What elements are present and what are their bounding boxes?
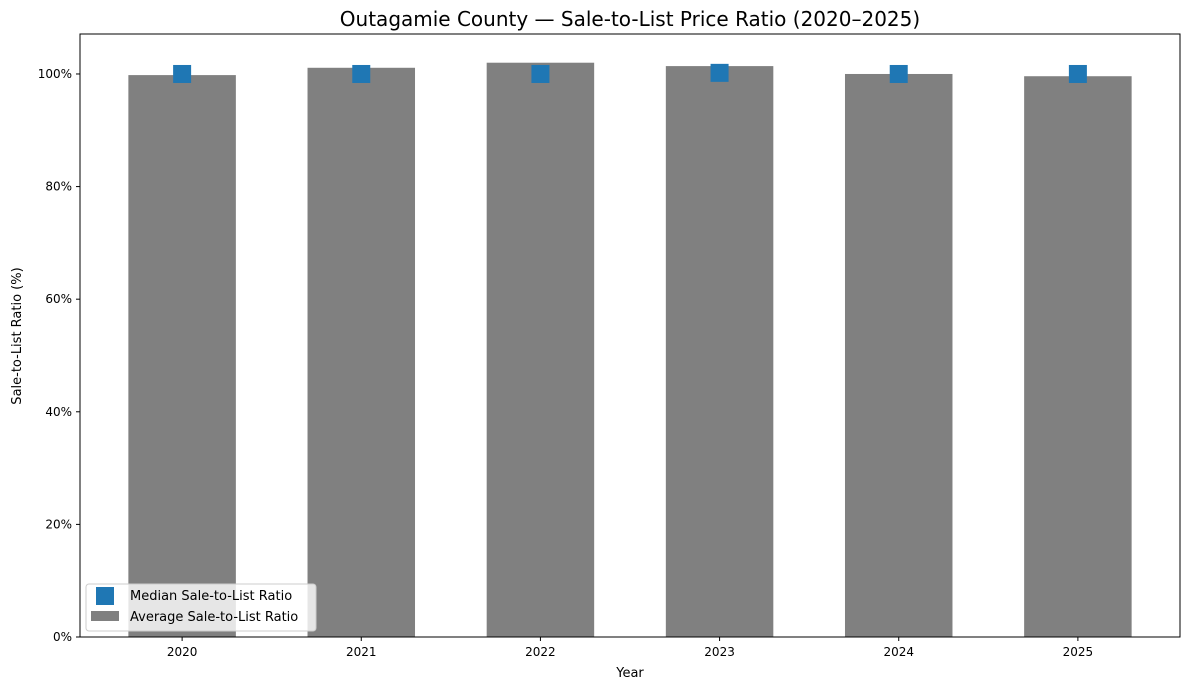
- legend-median-label: Median Sale-to-List Ratio: [130, 589, 292, 604]
- y-axis-label: Sale-to-List Ratio (%): [10, 267, 25, 404]
- median-marker-2023: [710, 63, 729, 82]
- bar-2024: [844, 73, 953, 637]
- plot-frame: [79, 33, 1181, 638]
- legend-median-marker: [96, 587, 114, 605]
- legend: Median Sale-to-List Ratio Average Sale-t…: [85, 583, 317, 632]
- y-tick-label: 20%: [45, 517, 72, 531]
- legend-average-label: Average Sale-to-List Ratio: [130, 610, 298, 625]
- x-tick-label: 2022: [525, 645, 556, 659]
- x-tick-label: 2020: [167, 645, 198, 659]
- x-tick-label: 2021: [346, 645, 377, 659]
- legend-average-swatch: [91, 611, 119, 621]
- x-axis-label: Year: [615, 666, 644, 681]
- bar-2021: [307, 67, 416, 638]
- bar-2025: [1024, 76, 1132, 638]
- median-marker-2020: [173, 64, 192, 83]
- median-marker-2022: [531, 64, 550, 83]
- x-tick-label: 2023: [704, 645, 735, 659]
- x-tick-label: 2025: [1063, 645, 1094, 659]
- y-tick-label: 0%: [53, 630, 72, 644]
- median-marker-2021: [352, 64, 371, 83]
- bar-2022: [486, 62, 595, 637]
- chart-title: Outagamie County — Sale-to-List Price Ra…: [340, 7, 920, 31]
- y-tick-label: 100%: [38, 67, 72, 81]
- y-tick-label: 60%: [45, 292, 72, 306]
- y-tick-label: 40%: [45, 405, 72, 419]
- median-marker-2025: [1068, 64, 1087, 83]
- bar-2020: [128, 75, 236, 638]
- x-tick-label: 2024: [883, 645, 914, 659]
- median-marker-2024: [889, 64, 908, 83]
- y-tick-label: 80%: [45, 180, 72, 194]
- bar-2023: [665, 66, 774, 638]
